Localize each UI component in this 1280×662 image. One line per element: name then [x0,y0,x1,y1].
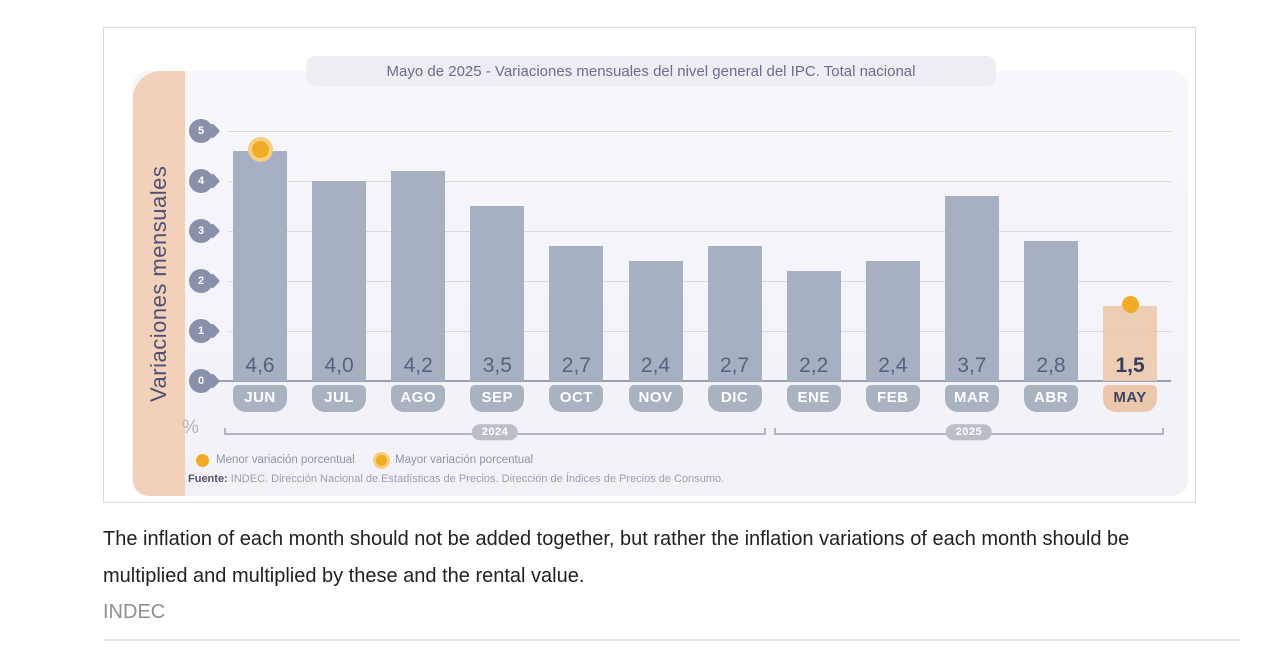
bar-oct [549,246,604,381]
y-tick-pin-1: 1 [189,319,213,343]
month-tag-dic: DIC [707,385,762,412]
bar-nov [628,261,683,381]
y-tick-pin-2: 2 [189,269,213,293]
caption-text: The inflation of each month should not b… [103,528,1130,587]
bar-value-feb: 2,4 [878,354,908,377]
bar-value-may: 1,5 [1115,354,1145,377]
chart-card: Variaciones mensuales Mayo de 2025 - Var… [103,27,1196,503]
y-tick-pin-4: 4 [189,169,213,193]
year-pill-2024: 2024 [471,424,519,441]
month-tag-ene: ENE [786,385,841,412]
year-bracket-2024: 2024 [224,424,766,441]
percent-symbol: % [182,417,199,438]
month-tag-feb: FEB [865,385,920,412]
min-marker-dot [1121,295,1139,313]
month-tag-nov: NOV [628,385,683,412]
bar-value-sep: 3,5 [482,354,512,377]
bar-value-jul: 4,0 [324,354,354,377]
source-prefix: Fuente: [188,473,228,485]
menor-dot-icon [196,453,209,467]
gridline-3 [229,231,1171,232]
legend-mayor-label: Mayor variación porcentual [395,454,534,466]
year-bracket-2025: 2025 [774,424,1164,441]
gridline-5 [229,131,1171,132]
month-tag-oct: OCT [549,385,604,412]
chart-title: Mayo de 2025 - Variaciones mensuales del… [306,56,996,86]
bar-may [1103,306,1158,381]
legend-item-menor: Menor variación porcentual [196,452,355,468]
legend-item-mayor: Mayor variación porcentual [375,452,533,468]
plot-area: 0 1 2 3 4 5 4,6 JUN 4,0 JUL 4,2 AGO 3,5 SEP 2,7 OCT 2,4 N… [132,71,1188,496]
bar-value-ago: 4,2 [403,354,433,377]
source-line: Fuente: INDEC. Dirección Nacional de Est… [188,473,724,485]
month-tag-ago: AGO [391,385,446,412]
gridline-2 [229,281,1171,282]
y-tick-pin-0: 0 [189,369,213,393]
bar-abr [1024,241,1078,381]
bar-ago [391,171,446,381]
y-axis-band [133,71,185,496]
max-marker-dot [251,140,269,158]
bar-jul [312,181,367,381]
month-tag-jul: JUL [312,385,367,412]
bar-ene [786,271,841,381]
y-tick-pin-5: 5 [189,119,213,143]
bar-value-ene: 2,2 [799,354,829,377]
bar-value-dic: 2,7 [719,354,750,377]
article-caption: The inflation of each month should not b… [103,521,1163,629]
month-tag-may: MAY [1103,385,1158,412]
source-text: INDEC. Dirección Nacional de Estadística… [227,473,725,485]
bar-sep [470,206,525,381]
caption-attribution: INDEC [103,601,166,623]
mayor-dot-icon [376,454,387,466]
bar-value-jun: 4,6 [245,354,275,377]
bar-feb [865,261,920,381]
gridline-0 [217,380,1171,382]
month-tag-abr: ABR [1024,385,1078,412]
bottom-divider [103,639,1240,641]
legend-menor-label: Menor variación porcentual [216,454,355,466]
gridline-1 [229,331,1171,332]
chart-panel: Variaciones mensuales Mayo de 2025 - Var… [132,56,1188,496]
bar-value-nov: 2,4 [640,354,671,377]
month-tag-jun: JUN [233,385,287,412]
bar-value-mar: 3,7 [957,354,987,377]
month-tag-sep: SEP [470,385,525,412]
y-tick-pin-3: 3 [189,219,213,243]
year-pill-2025: 2025 [945,424,993,441]
gridline-4 [229,181,1171,182]
bar-mar [944,196,999,381]
bar-dic [707,246,762,381]
month-tag-mar: MAR [944,385,999,412]
bar-jun [233,151,287,381]
bar-value-abr: 2,8 [1036,354,1066,377]
bar-value-oct: 2,7 [561,354,591,377]
